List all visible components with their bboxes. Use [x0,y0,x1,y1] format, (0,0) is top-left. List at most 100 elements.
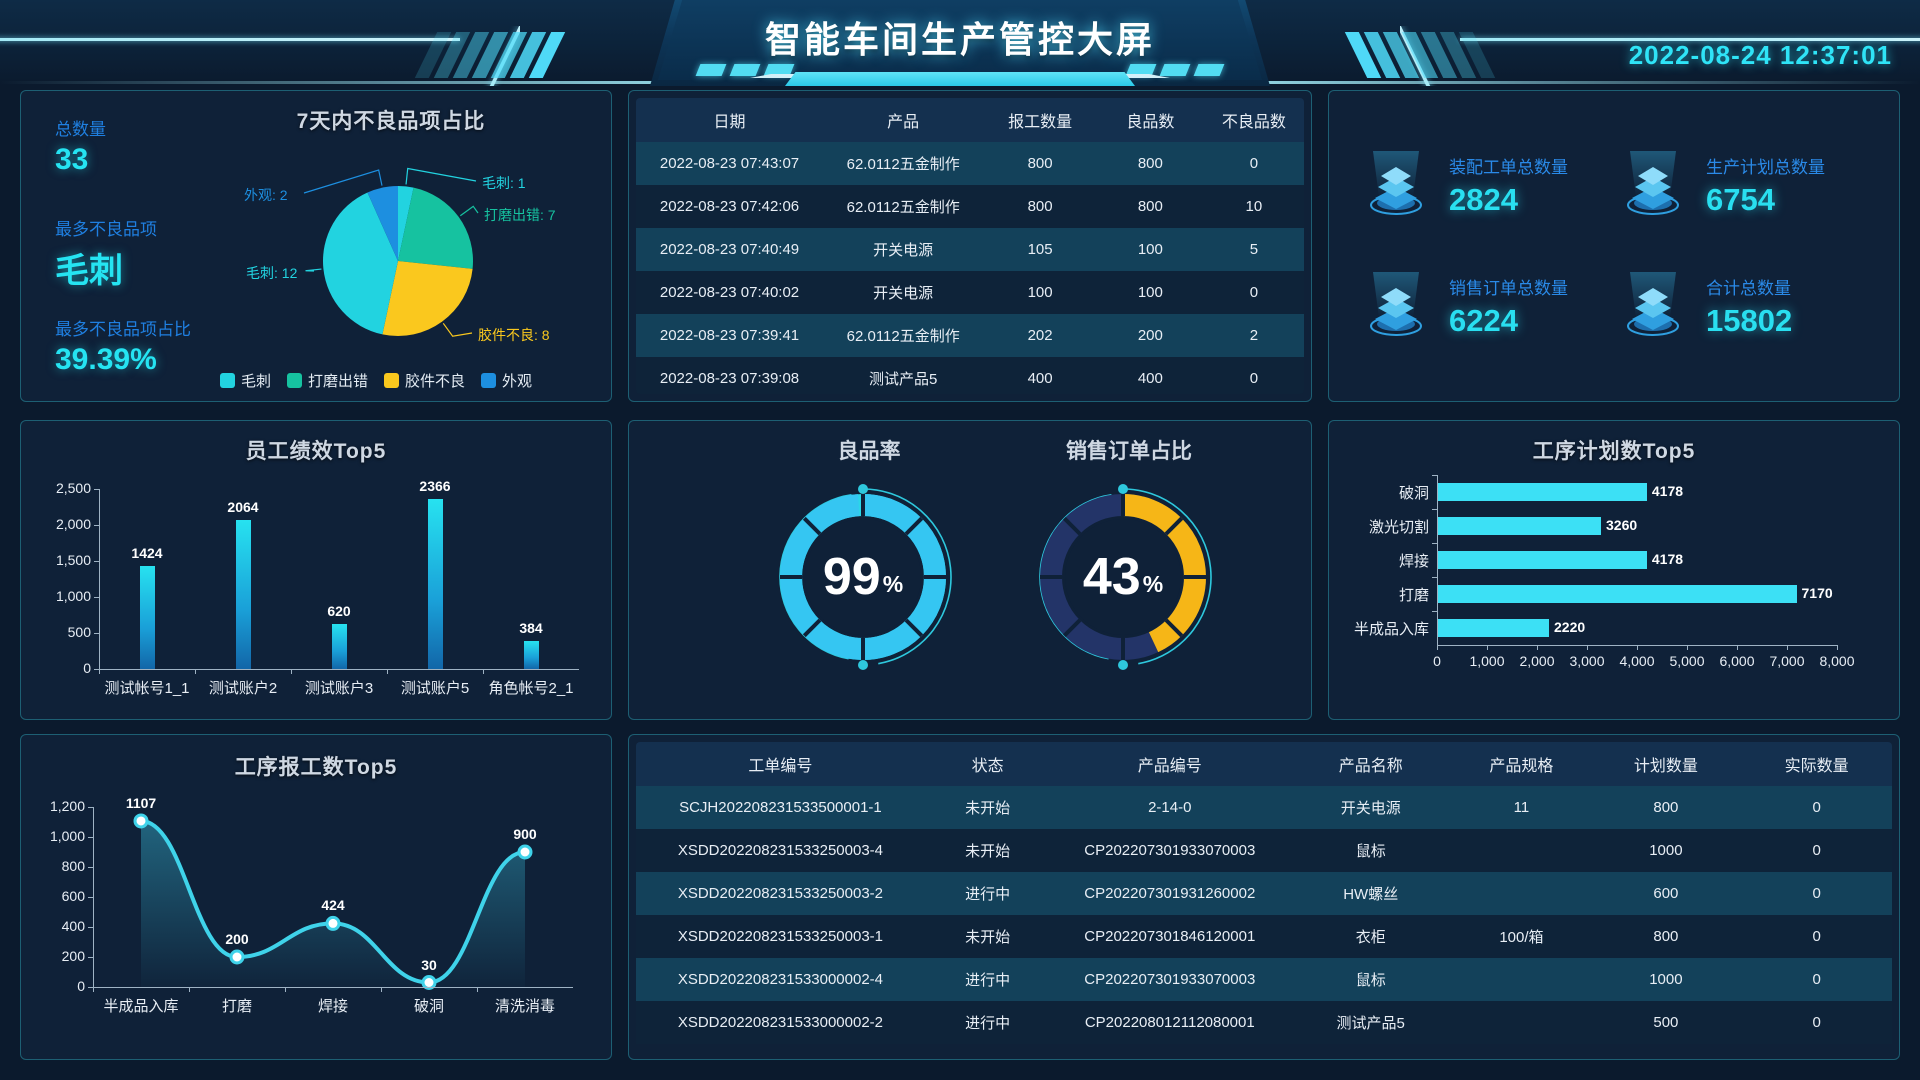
bar[interactable] [1438,483,1647,501]
pie-leader-line [303,169,383,194]
data-point[interactable] [133,813,149,829]
bar[interactable] [1438,585,1797,603]
bar[interactable] [1438,619,1549,637]
column-header[interactable]: 产品 [823,98,984,142]
column-header[interactable]: 不良品数 [1203,98,1304,142]
legend-item[interactable]: 打磨出错 [286,370,368,391]
pie-slice[interactable] [323,192,398,335]
table-row[interactable]: 2022-08-23 07:42:06 62.0112五金制作 800 800 10 [636,185,1304,228]
x-tick [1487,645,1488,650]
y-tick [88,897,93,898]
pie-slice[interactable] [398,187,473,269]
x-tick [387,669,388,674]
y-tick [88,987,93,988]
table-row[interactable]: 2022-08-23 07:40:02 开关电源 100 100 0 [636,271,1304,314]
x-tick [1587,645,1588,650]
bar[interactable] [1438,517,1601,535]
totals-panel: 装配工单总数量 2824 生产计划总数量 6754 销售订单总数量 6224 合计总数量 15… [1328,90,1900,402]
table-row[interactable]: XSDD202208231533000002-4 进行中 CP20220730193… [636,958,1892,1001]
gauge-end-dot [858,660,868,670]
bar[interactable] [235,520,251,669]
table-row[interactable]: 2022-08-23 07:40:49 开关电源 105 100 5 [636,228,1304,271]
bar[interactable] [139,566,155,669]
pie-slice[interactable] [382,261,473,336]
process-plan-title: 工序计划数Top5 [1532,440,1696,463]
legend-label: 毛刺 [240,373,271,390]
point-value-label: 900 [513,826,537,842]
y-tick [88,837,93,838]
table-cell: 10 [1203,185,1304,228]
table-row[interactable]: XSDD202208231533250003-1 未开始 CP20220730184… [636,915,1892,958]
gauge-sales-ratio-unit: % [1142,570,1164,597]
data-point[interactable] [325,915,341,931]
column-header[interactable]: 良品数 [1096,98,1204,142]
table-row[interactable]: XSDD202208231533250003-2 进行中 CP20220730193… [636,872,1892,915]
gauge-panel: 良品率 销售订单占比 99 % 43 % [628,420,1312,720]
layers-icon [1357,147,1435,225]
data-point[interactable] [517,844,533,860]
column-header[interactable]: 报工数量 [983,98,1097,142]
table-row[interactable]: XSDD202208231533250003-4 未开始 CP20220730193… [636,829,1892,872]
table-cell: 2022-08-23 07:39:08 [636,357,824,394]
table-row[interactable]: XSDD202208231533000002-2 进行中 CP20220801211… [636,1001,1892,1044]
total-tile-value: 2824 [1449,182,1518,217]
legend-swatch [219,373,235,388]
table-row[interactable]: SCJH202208231533500001-1 未开始 2-14-0 开关电源 11 8… [636,786,1892,829]
table-cell: 0 [1203,357,1304,394]
total-tile: 装配工单总数量 2824 [1357,125,1614,246]
column-header[interactable]: 产品编号 [1050,742,1290,786]
data-point[interactable] [421,975,437,990]
y-tick [1432,509,1437,510]
table-cell: 202 [983,314,1097,357]
report-table[interactable]: 日期 产品 报工数量 良品数 不良品数 2022-08-23 07:43:07 62.011… [636,98,1304,394]
pie-callout: 打磨出错: 7 [484,207,556,223]
report-table-panel: 日期 产品 报工数量 良品数 不良品数 2022-08-23 07:43:07 62.011… [628,90,1312,402]
y-axis [1437,475,1438,645]
pie-slice[interactable] [398,186,414,261]
legend-item[interactable]: 外观 [481,370,532,391]
table-row[interactable]: 2022-08-23 07:43:07 62.0112五金制作 800 800 0 [636,142,1304,185]
y-tick-label: 600 [61,888,85,904]
bar[interactable] [331,624,347,669]
header-accent-1 [695,64,727,76]
bar[interactable] [427,498,443,669]
column-header[interactable]: 实际数量 [1741,742,1892,786]
x-tick-label: 1,000 [1469,653,1505,669]
table-cell: 0 [1203,271,1304,314]
pie-svg [303,167,479,337]
table-row[interactable]: 2022-08-23 07:39:08 测试产品5 400 400 0 [636,357,1304,394]
x-tick-label: 3,000 [1569,653,1605,669]
data-point[interactable] [229,949,245,965]
bar[interactable] [1438,551,1647,569]
order-table[interactable]: 工单编号 状态 产品编号 产品名称 产品规格 计划数量 实际数量 SCJH2022082315… [636,742,1892,1044]
column-header[interactable]: 工单编号 [636,742,925,786]
bar-value-label: 2220 [1554,619,1586,635]
bar[interactable] [523,641,539,669]
column-header[interactable]: 计划数量 [1590,742,1742,786]
bar-value-label: 620 [327,603,351,620]
total-tile: 销售订单总数量 6224 [1357,246,1614,367]
table-row[interactable]: 2022-08-23 07:39:41 62.0112五金制作 202 200 2 [636,314,1304,357]
table-cell: 开关电源 [1289,786,1453,829]
gauge-end-dot [1118,484,1128,494]
legend-item[interactable]: 胶件不良 [384,370,465,391]
header-bottom-bar [785,72,1135,86]
y-tick-label: 破洞 [1398,485,1429,502]
y-tick-label: 1,000 [49,828,85,844]
gauge-separator [802,516,822,536]
column-header[interactable]: 产品名称 [1289,742,1453,786]
x-tick-label: 清洗消毒 [494,998,555,1015]
table-cell: 11 [1452,786,1591,829]
pie-slice[interactable] [367,186,398,261]
x-tick [1837,645,1838,650]
table-cell: 62.0112五金制作 [823,185,984,228]
process-plan-chart: 0 1,000 2,000 3,000 4,000 5,000 6,000 7,000 8,00… [1329,465,1901,715]
y-tick-label: 半成品入库 [1353,621,1429,638]
column-header[interactable]: 状态 [924,742,1051,786]
legend-item[interactable]: 毛刺 [219,370,271,391]
column-header[interactable]: 日期 [636,98,824,142]
total-tile-label: 装配工单总数量 [1449,158,1568,177]
table-cell: 0 [1741,958,1892,1001]
y-tick-label: 1,500 [55,552,91,568]
column-header[interactable]: 产品规格 [1452,742,1591,786]
